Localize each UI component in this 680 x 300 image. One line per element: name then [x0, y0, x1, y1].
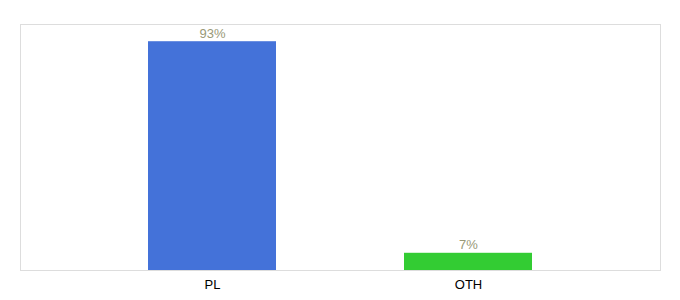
svg-text:OTH: OTH [455, 277, 482, 292]
svg-text:PL: PL [205, 277, 221, 292]
svg-text:93%: 93% [199, 26, 225, 41]
svg-text:7%: 7% [459, 237, 478, 252]
